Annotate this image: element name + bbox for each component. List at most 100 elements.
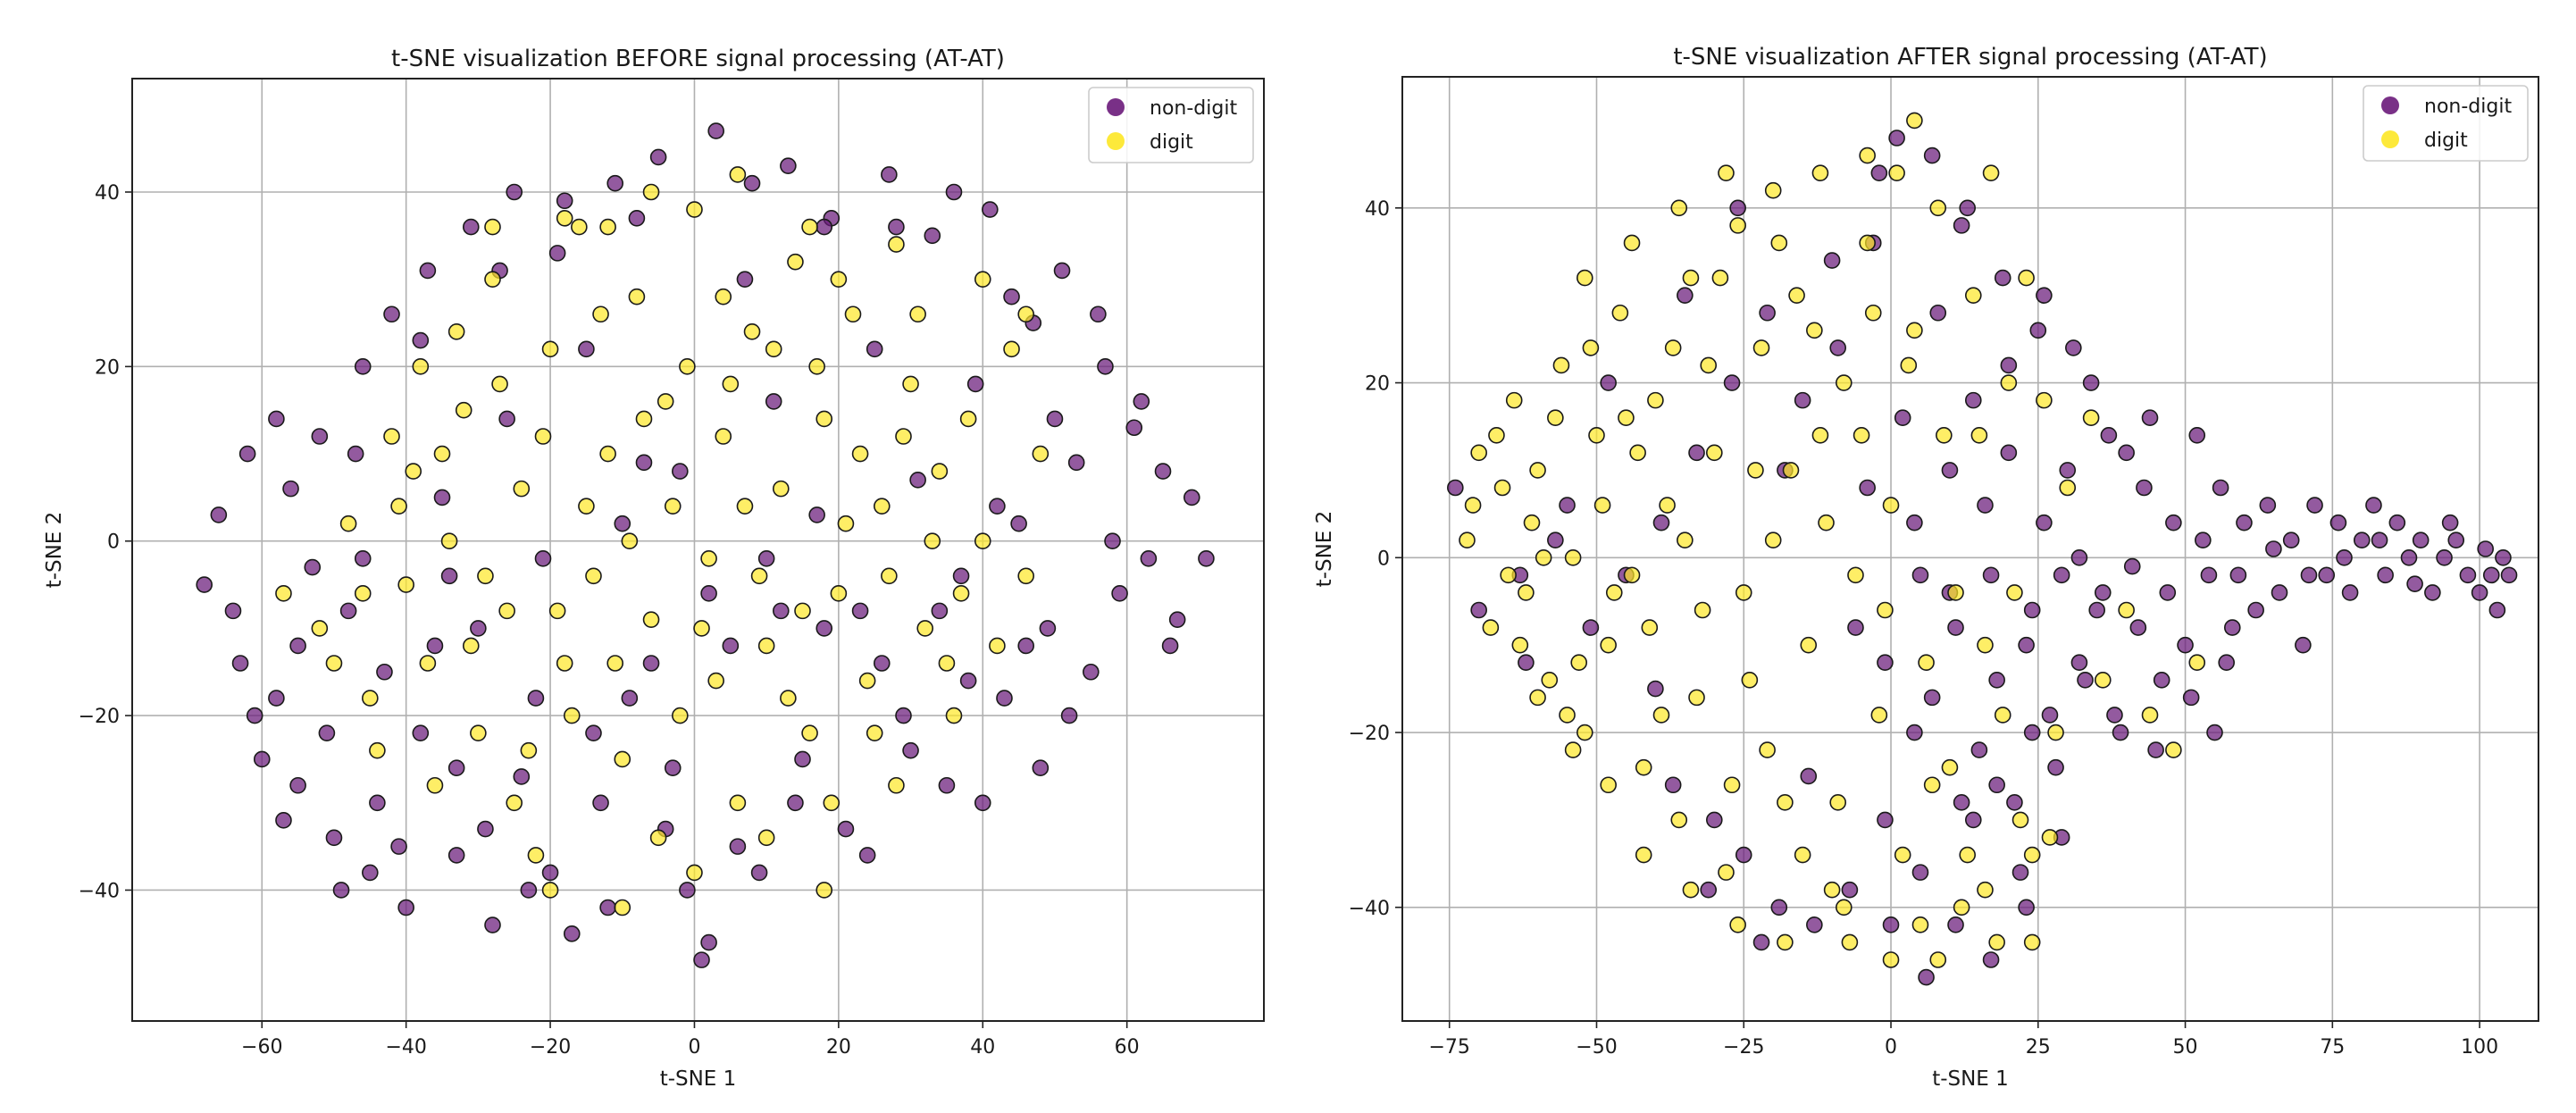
data-point-non-digit	[2177, 636, 2194, 654]
data-point-non-digit	[2029, 322, 2047, 339]
data-point-non-digit	[1706, 811, 1723, 829]
data-point-digit	[1577, 724, 1593, 741]
data-point-non-digit	[1677, 287, 1694, 304]
data-point-digit	[1836, 899, 1853, 916]
data-point-non-digit	[513, 768, 531, 785]
data-point-non-digit	[1982, 951, 2000, 968]
data-point-digit	[873, 498, 891, 515]
data-point-non-digit	[362, 864, 379, 882]
data-point-non-digit	[2011, 864, 2029, 881]
data-point-non-digit	[1806, 916, 1823, 933]
data-point-non-digit	[2000, 444, 2018, 462]
data-point-non-digit	[2459, 566, 2477, 584]
legend-label-non-digit: non-digit	[2424, 96, 2512, 118]
data-point-digit	[1964, 287, 1982, 304]
data-point-digit	[1853, 426, 1870, 444]
data-point-digit	[541, 340, 559, 358]
legend-marker-digit	[2381, 130, 2399, 148]
data-point-digit	[974, 532, 991, 550]
data-point-digit	[455, 401, 473, 419]
data-point-non-digit	[649, 148, 667, 166]
data-point-digit	[773, 480, 790, 498]
data-point-digit	[757, 829, 775, 847]
legend: non-digit digit	[2363, 85, 2529, 162]
data-point-non-digit	[787, 794, 804, 812]
data-point-non-digit	[498, 410, 515, 428]
x-tick-label: 0	[1885, 1036, 1897, 1059]
data-point-digit	[686, 864, 703, 882]
data-point-non-digit	[390, 838, 407, 855]
data-point-digit	[2082, 409, 2100, 426]
data-point-non-digit	[231, 655, 249, 672]
data-point-non-digit	[2365, 497, 2382, 514]
data-point-digit	[2000, 374, 2018, 391]
data-point-digit	[1841, 933, 1859, 951]
data-point-digit	[2141, 707, 2159, 724]
data-point-digit	[664, 498, 682, 515]
data-point-non-digit	[2488, 601, 2506, 619]
data-point-digit	[1829, 794, 1847, 811]
legend-box	[2363, 85, 2529, 162]
data-point-non-digit	[2441, 514, 2459, 531]
data-point-non-digit	[1547, 531, 1564, 549]
data-point-digit	[383, 428, 400, 445]
data-point-non-digit	[2082, 374, 2100, 391]
data-point-non-digit	[2065, 339, 2082, 356]
data-point-non-digit	[966, 375, 984, 393]
data-point-non-digit	[2223, 619, 2241, 636]
data-point-digit	[1929, 951, 1947, 968]
data-point-digit	[757, 637, 775, 655]
y-axis-label: t-SNE 2	[1313, 511, 1336, 588]
data-point-digit	[412, 358, 430, 375]
x-tick-label: 100	[2461, 1036, 2498, 1059]
data-point-non-digit	[447, 847, 465, 864]
data-point-non-digit	[722, 637, 740, 655]
data-point-digit	[837, 515, 855, 532]
data-point-non-digit	[931, 602, 949, 620]
data-point-digit	[952, 585, 970, 602]
data-point-digit	[513, 480, 531, 498]
data-point-non-digit	[729, 838, 747, 855]
data-point-digit	[1588, 426, 1605, 444]
data-point-non-digit	[895, 707, 912, 724]
data-point-digit	[1500, 566, 1517, 584]
data-point-digit	[858, 672, 876, 690]
data-point-non-digit	[736, 271, 754, 288]
data-point-digit	[1694, 601, 1711, 619]
data-point-digit	[1877, 601, 1894, 619]
data-point-non-digit	[2295, 636, 2312, 654]
data-point-non-digit	[2153, 672, 2170, 689]
data-point-digit	[354, 585, 372, 602]
data-point-non-digit	[959, 672, 977, 690]
x-tick-label: 20	[826, 1036, 851, 1059]
data-point-non-digit	[2147, 741, 2164, 758]
data-point-digit	[1752, 339, 1770, 356]
data-point-digit	[895, 428, 912, 445]
data-point-digit	[959, 410, 977, 428]
data-point-non-digit	[1600, 374, 1617, 391]
data-point-digit	[1882, 497, 1900, 514]
data-point-non-digit	[1953, 794, 1970, 811]
data-point-non-digit	[2088, 601, 2105, 619]
data-point-non-digit	[268, 690, 285, 707]
data-point-non-digit	[642, 655, 660, 672]
data-point-non-digit	[506, 183, 523, 201]
data-point-non-digit	[1111, 585, 1128, 602]
data-point-digit	[1770, 234, 1788, 252]
data-point-non-digit	[2136, 479, 2153, 497]
data-point-digit	[780, 690, 797, 707]
data-point-digit	[931, 463, 949, 480]
data-point-non-digit	[1841, 881, 1859, 899]
data-point-digit	[1970, 426, 1988, 444]
data-point-non-digit	[354, 358, 372, 375]
data-point-non-digit	[2336, 548, 2353, 566]
data-point-non-digit	[282, 480, 299, 498]
data-point-non-digit	[881, 166, 898, 183]
data-point-non-digit	[2247, 601, 2264, 619]
data-point-digit	[1906, 322, 1923, 339]
data-point-non-digit	[1652, 514, 1670, 531]
data-point-digit	[1941, 758, 1959, 776]
data-point-digit	[1664, 339, 1682, 356]
legend-marker-non-digit	[2381, 96, 2399, 114]
data-point-non-digit	[2371, 531, 2388, 549]
